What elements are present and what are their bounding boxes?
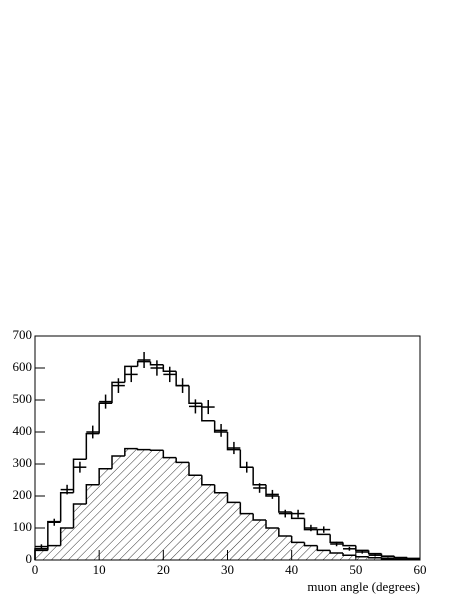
- histogram-step: [239, 502, 254, 515]
- hatched-bar: [214, 492, 228, 560]
- histogram-step: [278, 496, 292, 513]
- histogram-step: [34, 549, 48, 560]
- hatched-bar: [163, 457, 177, 560]
- y-tick-label: 0: [26, 551, 33, 566]
- histogram-step: [316, 545, 331, 552]
- hatched-bar: [304, 545, 318, 560]
- histogram-step: [367, 550, 382, 555]
- histogram-step: [355, 545, 369, 552]
- histogram-step: [278, 528, 292, 537]
- histogram-step: [252, 513, 266, 521]
- histogram-step: [406, 557, 420, 560]
- hatched-bar: [317, 550, 331, 560]
- hatched-bar: [240, 513, 254, 560]
- histogram-step: [380, 553, 395, 557]
- histogram-step: [226, 432, 241, 451]
- histogram-step: [393, 558, 408, 561]
- y-tick-label: 500: [13, 391, 33, 406]
- y-tick-label: 300: [13, 455, 33, 470]
- histogram-step: [380, 557, 395, 560]
- histogram-step: [149, 361, 164, 366]
- histogram-step: [124, 447, 138, 456]
- histogram-step: [316, 529, 331, 536]
- histogram-step: [162, 450, 177, 459]
- histogram-step: [162, 364, 177, 372]
- hatched-bar: [227, 502, 241, 560]
- histogram-step: [329, 534, 343, 544]
- histogram-step: [59, 527, 74, 546]
- histogram-step: [201, 403, 215, 422]
- x-tick-label: 40: [285, 562, 298, 577]
- histogram-step: [213, 484, 228, 494]
- hatched-bar: [47, 545, 61, 560]
- histogram-step: [85, 484, 100, 504]
- histogram-step: [290, 536, 305, 544]
- x-tick-label: 10: [93, 562, 106, 577]
- histogram-step: [136, 448, 151, 451]
- x-axis-label: muon angle (degrees): [307, 579, 420, 594]
- hatched-bar: [189, 475, 202, 560]
- histogram-step: [136, 360, 151, 367]
- histogram-step: [252, 467, 266, 486]
- histogram-step: [149, 449, 164, 451]
- histogram-step: [72, 503, 87, 528]
- x-tick-label: 20: [157, 562, 170, 577]
- histogram-step: [47, 544, 61, 551]
- x-tick-label: 50: [349, 562, 362, 577]
- histogram-step: [188, 462, 202, 476]
- x-tick-label: 0: [32, 562, 39, 577]
- histogram-step: [201, 475, 215, 486]
- hatched-bar: [355, 556, 369, 560]
- histogram-step: [188, 385, 202, 404]
- hatched-bar: [176, 462, 189, 560]
- hatched-bar: [343, 555, 356, 560]
- x-tick-label: 60: [414, 562, 427, 577]
- hatched-bar: [137, 449, 151, 560]
- hatched-bar: [112, 456, 125, 560]
- histogram-step: [213, 420, 228, 433]
- histogram-step: [342, 542, 356, 547]
- hatched-bar: [330, 552, 343, 560]
- hatched-bar: [150, 450, 164, 560]
- y-tick-label: 700: [13, 327, 33, 342]
- hatched-bar: [73, 504, 87, 560]
- hatched-bar: [99, 468, 112, 560]
- y-tick-label: 600: [13, 359, 33, 374]
- y-tick-label: 100: [13, 519, 33, 534]
- histogram-step: [124, 365, 138, 383]
- hatched-bar: [368, 557, 382, 560]
- hatched-bar: [253, 520, 266, 560]
- hatched-bar: [201, 484, 215, 560]
- histogram-step: [303, 518, 318, 531]
- y-tick-label: 200: [13, 487, 33, 502]
- x-tick-label: 30: [221, 562, 234, 577]
- hatched-bar: [35, 550, 48, 560]
- histogram-step: [303, 542, 318, 547]
- y-tick-label: 400: [13, 423, 33, 438]
- histogram-step: [59, 492, 74, 522]
- hatched-bar: [60, 528, 74, 560]
- histogram-step: [98, 402, 112, 434]
- histogram-step: [226, 492, 241, 504]
- hatched-bar: [124, 448, 138, 560]
- hatched-bar: [86, 484, 100, 560]
- histogram-step: [111, 381, 125, 404]
- histogram-step: [329, 550, 343, 554]
- hatched-bar: [278, 536, 292, 560]
- histogram-step: [111, 455, 125, 469]
- histogram-step: [98, 468, 112, 485]
- hatched-bar: [266, 528, 279, 560]
- hatched-bar: [291, 542, 305, 560]
- histogram-step: [85, 432, 100, 460]
- histogram-step: [72, 458, 87, 493]
- histogram-step: [175, 457, 189, 464]
- histogram-step: [355, 555, 369, 558]
- histogram-step: [265, 520, 279, 529]
- histogram-step: [342, 552, 356, 556]
- histogram-step: [367, 556, 382, 559]
- histogram-step: [393, 556, 408, 559]
